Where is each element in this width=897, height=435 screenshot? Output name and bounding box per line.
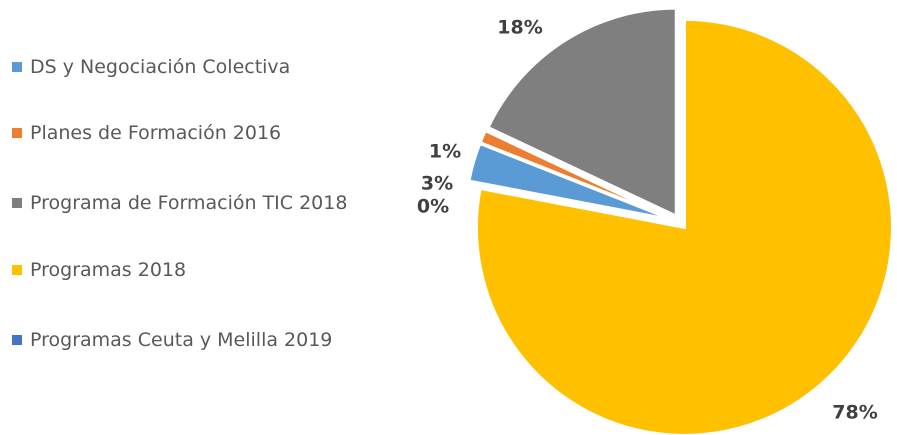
legend-swatch bbox=[12, 198, 22, 208]
pie-slice bbox=[474, 17, 894, 435]
legend-swatch bbox=[12, 62, 22, 72]
data-label: 18% bbox=[497, 17, 542, 39]
legend-item: DS y Negociación Colectiva bbox=[12, 52, 375, 82]
legend-label: DS y Negociación Colectiva bbox=[30, 56, 291, 78]
legend-swatch bbox=[12, 335, 22, 345]
pie-slice bbox=[478, 128, 675, 221]
legend-swatch bbox=[12, 128, 22, 138]
data-label: 1% bbox=[429, 141, 461, 163]
legend-label: Programa de Formación TIC 2018 bbox=[30, 192, 348, 214]
legend-item: Planes de Formación 2016 bbox=[12, 118, 375, 148]
legend-swatch bbox=[12, 265, 22, 275]
data-label: 0% bbox=[417, 196, 449, 218]
legend-label: Planes de Formación 2016 bbox=[30, 122, 282, 144]
legend-label: Programas 2018 bbox=[30, 259, 187, 281]
data-label: 3% bbox=[421, 173, 453, 195]
legend-item: Programas Ceuta y Melilla 2019 bbox=[12, 325, 375, 355]
data-label: 78% bbox=[832, 402, 877, 424]
legend-item: Programas 2018 bbox=[12, 255, 375, 285]
legend-item: Programa de Formación TIC 2018 bbox=[12, 188, 375, 218]
legend-label: Programas Ceuta y Melilla 2019 bbox=[30, 329, 333, 351]
pie-slice bbox=[486, 6, 678, 219]
